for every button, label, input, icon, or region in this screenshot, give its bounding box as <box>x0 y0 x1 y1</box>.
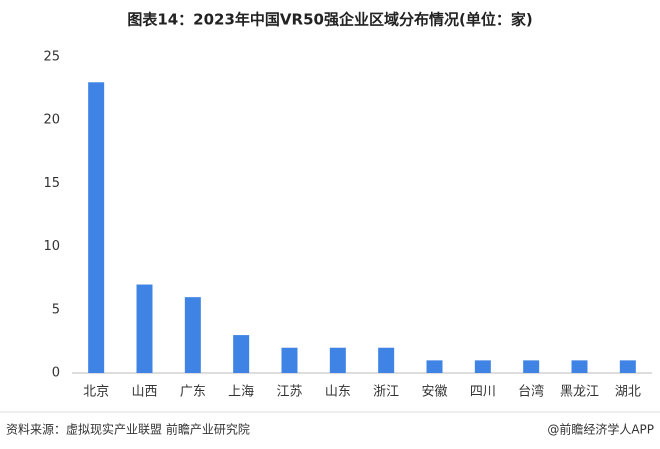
credit: @前瞻经济学人APP <box>547 422 654 437</box>
y-tick-label: 15 <box>43 176 60 191</box>
y-tick-label: 0 <box>52 366 60 381</box>
x-tick-label: 浙江 <box>373 385 399 400</box>
y-tick-label: 25 <box>43 50 60 65</box>
x-tick-label: 山西 <box>131 385 157 400</box>
bar <box>281 347 298 373</box>
bar <box>378 347 395 373</box>
bar <box>426 360 443 373</box>
chart-title: 图表14：2023年中国VR50强企业区域分布情况(单位：家) <box>127 11 532 29</box>
bar <box>619 360 636 373</box>
x-tick-label: 黑龙江 <box>560 385 599 400</box>
bar <box>233 335 250 373</box>
y-tick-label: 10 <box>43 239 60 254</box>
bar <box>329 347 346 373</box>
x-tick-label: 北京 <box>83 385 109 400</box>
source-note: 资料来源：虚拟现实产业联盟 前瞻产业研究院 <box>6 422 250 437</box>
bar <box>136 284 153 373</box>
x-tick-label: 四川 <box>470 385 496 400</box>
x-tick-label: 山东 <box>325 385 351 400</box>
bar <box>88 82 105 373</box>
bar <box>571 360 588 373</box>
x-tick-label: 广东 <box>180 385 206 400</box>
x-tick-label: 安徽 <box>421 385 447 400</box>
x-tick-label: 湖北 <box>615 385 641 400</box>
y-tick-label: 20 <box>43 113 60 128</box>
x-tick-label: 江苏 <box>276 384 302 400</box>
bar <box>474 360 491 373</box>
x-tick-label: 台湾 <box>518 384 544 400</box>
y-tick-label: 5 <box>52 302 60 317</box>
x-tick-label: 上海 <box>228 385 254 400</box>
bar <box>523 360 540 373</box>
bar <box>184 297 201 373</box>
